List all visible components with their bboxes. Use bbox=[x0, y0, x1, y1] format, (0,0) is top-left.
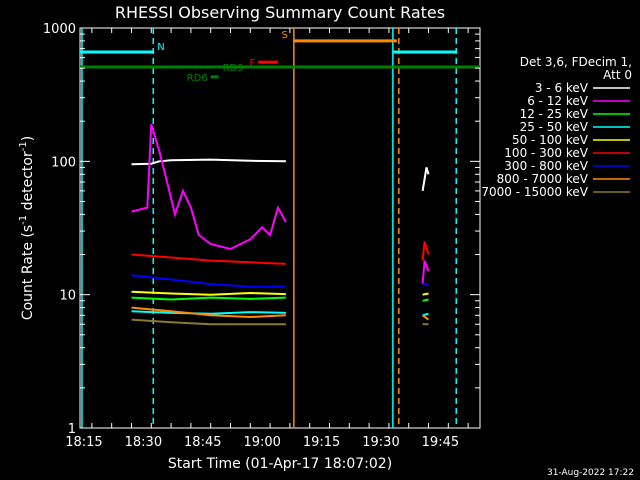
legend-label: 100 - 300 keV bbox=[504, 146, 588, 160]
x-axis-label: Start Time (01-Apr-17 18:07:02) bbox=[168, 456, 392, 472]
y-label-end: ) bbox=[20, 136, 36, 141]
x-tick-label: 18:30 bbox=[125, 435, 162, 450]
y-tick-label: 1000 bbox=[43, 22, 76, 37]
y-label-mid: detector bbox=[20, 151, 36, 215]
y-tick-label: 10 bbox=[59, 289, 76, 304]
chart-title: RHESSI Observing Summary Count Rates bbox=[115, 3, 445, 22]
series-line-25-50keV bbox=[131, 310, 286, 315]
series-line-800-7000keV bbox=[422, 314, 430, 321]
series-line-3-6keV bbox=[421, 167, 430, 192]
y-label-main: Count Rate (s bbox=[20, 225, 36, 320]
y-label-sup2: -1 bbox=[18, 141, 29, 151]
series-line-300-800keV bbox=[131, 274, 286, 288]
series-line-800-7000keV bbox=[131, 306, 286, 319]
series-line-12-25keV bbox=[422, 298, 429, 302]
legend-label: 7000 - 15000 keV bbox=[481, 185, 588, 199]
x-tick-label: 19:45 bbox=[422, 435, 459, 450]
series-line-50-100keV bbox=[131, 290, 286, 296]
flag-label-rd6: RD6 bbox=[187, 73, 208, 84]
series-lines bbox=[131, 123, 430, 326]
legend-label: 25 - 50 keV bbox=[520, 120, 589, 134]
y-axis-ticks: 1 10 100 1000 bbox=[43, 22, 480, 437]
flag-label-f: F bbox=[249, 58, 255, 69]
y-tick-label: 100 bbox=[51, 155, 76, 170]
x-tick-label: 18:45 bbox=[184, 435, 221, 450]
x-tick-label: 18:15 bbox=[65, 435, 102, 450]
legend-header-line2: Att 0 bbox=[603, 68, 632, 82]
series-line-3-6keV bbox=[131, 158, 286, 166]
legend-label: 50 - 100 keV bbox=[512, 133, 589, 147]
x-tick-label: 19:00 bbox=[243, 435, 280, 450]
y-axis-label: Count Rate (s-1 detector-1) bbox=[18, 136, 36, 320]
x-axis-ticks: 18:15 18:30 18:45 19:00 19:15 19:30 19:45 bbox=[65, 28, 469, 450]
flag-label-s: S bbox=[282, 30, 288, 41]
flag-label-rd9: RD9 bbox=[223, 63, 244, 74]
y-tick-label: 1 bbox=[68, 422, 76, 437]
series-line-50-100keV bbox=[422, 292, 429, 296]
flag-label-n: N bbox=[157, 42, 164, 53]
legend-header-line1: Det 3,6, FDecim 1, bbox=[520, 55, 632, 69]
series-line-7000-15000keV bbox=[131, 318, 286, 326]
flag-lines: N S F RD6 RD9 bbox=[80, 30, 480, 84]
series-line-6-12keV bbox=[421, 260, 430, 285]
vertical-markers bbox=[81, 28, 457, 428]
legend-label: 3 - 6 keV bbox=[535, 81, 589, 95]
legend-label: 12 - 25 keV bbox=[520, 107, 589, 121]
y-label-sup1: -1 bbox=[18, 215, 29, 225]
series-line-100-300keV bbox=[421, 241, 430, 261]
series-line-12-25keV bbox=[131, 296, 286, 301]
footer-date: 31-Aug-2022 17:22 bbox=[547, 468, 634, 478]
series-line-100-300keV bbox=[131, 253, 286, 265]
legend-label: 300 - 800 keV bbox=[504, 159, 588, 173]
x-tick-label: 19:30 bbox=[362, 435, 399, 450]
plot-frame bbox=[79, 27, 481, 429]
series-line-6-12keV bbox=[131, 123, 287, 251]
legend-label: 6 - 12 keV bbox=[527, 94, 589, 108]
legend-label: 800 - 7000 keV bbox=[497, 172, 589, 186]
x-tick-label: 19:15 bbox=[303, 435, 340, 450]
